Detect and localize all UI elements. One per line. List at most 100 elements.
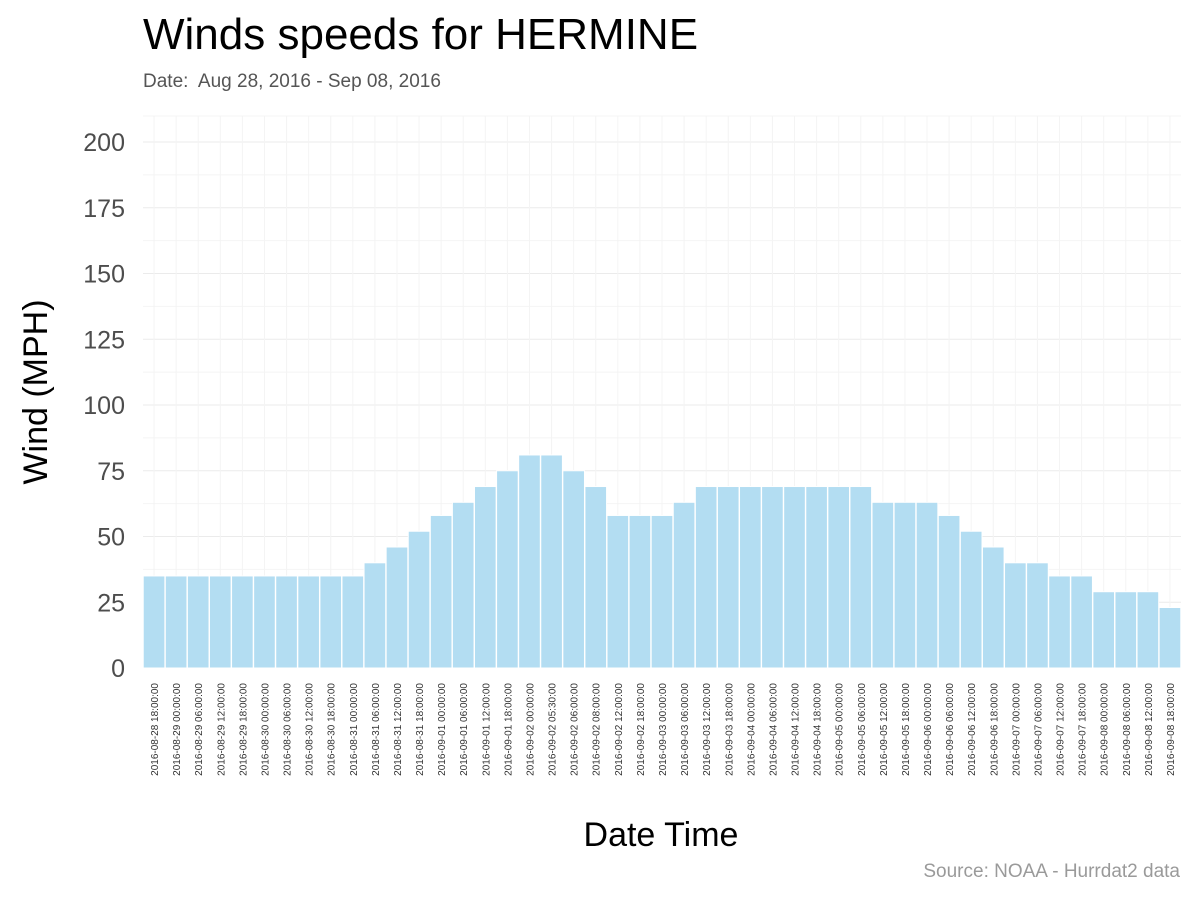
x-tick-label: 2016-09-01 00:00:00 bbox=[437, 683, 448, 776]
bar bbox=[739, 486, 762, 669]
x-tick-label: 2016-09-08 12:00:00 bbox=[1144, 683, 1155, 776]
x-tick-label: 2016-09-08 06:00:00 bbox=[1122, 683, 1133, 776]
bar bbox=[1136, 591, 1160, 669]
bar bbox=[562, 470, 585, 669]
bar bbox=[1070, 575, 1093, 669]
x-tick-label: 2016-09-08 18:00:00 bbox=[1166, 683, 1177, 776]
bar bbox=[871, 501, 895, 669]
bar bbox=[761, 486, 784, 669]
x-tick-label: 2016-08-30 18:00:00 bbox=[327, 683, 338, 776]
bar bbox=[805, 486, 828, 669]
x-tick-label: 2016-08-31 00:00:00 bbox=[349, 683, 360, 776]
bar bbox=[1004, 562, 1027, 669]
x-tick-label: 2016-08-30 06:00:00 bbox=[283, 683, 294, 776]
x-tick-label: 2016-09-01 12:00:00 bbox=[481, 683, 492, 776]
x-tick-label: 2016-08-28 18:00:00 bbox=[150, 683, 161, 776]
x-axis-label: Date Time bbox=[584, 816, 739, 854]
x-tick-label: 2016-09-04 12:00:00 bbox=[791, 683, 802, 776]
bar bbox=[849, 486, 873, 669]
bar bbox=[937, 514, 961, 669]
x-tick-label: 2016-09-07 06:00:00 bbox=[1033, 683, 1044, 776]
x-tick-label: 2016-09-05 00:00:00 bbox=[835, 683, 846, 776]
x-tick-label: 2016-09-01 18:00:00 bbox=[503, 683, 514, 776]
y-tick-label: 75 bbox=[97, 458, 125, 486]
y-tick-label: 100 bbox=[83, 392, 125, 420]
bar bbox=[231, 575, 254, 669]
y-tick-label: 150 bbox=[83, 261, 125, 289]
bar bbox=[407, 530, 431, 669]
bar bbox=[827, 486, 851, 669]
bar bbox=[496, 470, 519, 669]
bar bbox=[363, 562, 387, 669]
bar bbox=[694, 486, 718, 669]
x-tick-label: 2016-09-02 06:00:00 bbox=[570, 683, 581, 776]
x-tick-label: 2016-09-03 12:00:00 bbox=[702, 683, 713, 776]
bar bbox=[319, 575, 343, 669]
chart-subtitle: Date: Aug 28, 2016 - Sep 08, 2016 bbox=[143, 71, 441, 92]
x-tick-label: 2016-09-02 08:00:00 bbox=[592, 683, 603, 776]
bar bbox=[893, 501, 917, 669]
y-tick-label: 175 bbox=[83, 195, 125, 223]
x-tick-label: 2016-08-29 00:00:00 bbox=[172, 683, 183, 776]
bar bbox=[1026, 562, 1049, 669]
bar bbox=[1158, 607, 1182, 669]
bar bbox=[142, 575, 166, 669]
x-tick-label: 2016-08-31 12:00:00 bbox=[393, 683, 404, 776]
x-tick-label: 2016-09-07 00:00:00 bbox=[1011, 683, 1022, 776]
x-tick-label: 2016-08-31 18:00:00 bbox=[415, 683, 426, 776]
bar bbox=[297, 575, 320, 669]
x-tick-label: 2016-09-04 06:00:00 bbox=[768, 683, 779, 776]
bar bbox=[1092, 591, 1116, 669]
bar bbox=[981, 546, 1005, 669]
x-tick-label: 2016-09-07 18:00:00 bbox=[1078, 683, 1089, 776]
bar bbox=[650, 514, 674, 669]
y-axis-label: Wind (MPH) bbox=[17, 299, 55, 484]
bar bbox=[606, 514, 630, 669]
x-tick-label: 2016-08-30 00:00:00 bbox=[260, 683, 271, 776]
bar bbox=[959, 530, 983, 669]
y-tick-label: 25 bbox=[97, 589, 125, 617]
x-tick-label: 2016-09-03 00:00:00 bbox=[658, 683, 669, 776]
bar bbox=[253, 575, 276, 669]
x-tick-label: 2016-08-29 06:00:00 bbox=[194, 683, 205, 776]
bar bbox=[164, 575, 188, 669]
bar bbox=[540, 454, 563, 669]
x-tick-label: 2016-09-02 18:00:00 bbox=[636, 683, 647, 776]
x-tick-label: 2016-08-29 12:00:00 bbox=[216, 683, 227, 776]
x-tick-label: 2016-09-04 18:00:00 bbox=[813, 683, 824, 776]
bars bbox=[142, 454, 1182, 669]
x-tick-label: 2016-09-01 06:00:00 bbox=[459, 683, 470, 776]
bar bbox=[518, 454, 541, 669]
bar bbox=[1114, 591, 1138, 669]
x-tick-label: 2016-08-31 06:00:00 bbox=[371, 683, 382, 776]
x-tick-label: 2016-08-29 18:00:00 bbox=[238, 683, 249, 776]
bar bbox=[915, 501, 939, 669]
y-tick-label: 125 bbox=[83, 326, 125, 354]
x-tick-label: 2016-09-06 00:00:00 bbox=[923, 683, 934, 776]
x-tick-label: 2016-09-02 12:00:00 bbox=[614, 683, 625, 776]
bar bbox=[716, 486, 740, 669]
bar bbox=[783, 486, 806, 669]
bar bbox=[473, 486, 497, 669]
y-tick-label: 0 bbox=[111, 655, 125, 683]
bar bbox=[385, 546, 409, 669]
x-tick-label: 2016-09-05 06:00:00 bbox=[857, 683, 868, 776]
y-tick-label: 50 bbox=[97, 524, 125, 552]
x-tick-label: 2016-09-02 05:30:00 bbox=[548, 683, 559, 776]
bar bbox=[672, 501, 696, 669]
bar bbox=[275, 575, 298, 669]
x-tick-label: 2016-09-06 18:00:00 bbox=[989, 683, 1000, 776]
x-tick-label: 2016-09-05 12:00:00 bbox=[879, 683, 890, 776]
bar bbox=[628, 514, 652, 669]
bar bbox=[584, 486, 608, 669]
x-axis-ticks: 2016-08-28 18:00:00 2016-08-29 00:00:00 20… bbox=[150, 683, 1177, 776]
bar bbox=[341, 575, 365, 669]
x-tick-label: 2016-09-03 06:00:00 bbox=[680, 683, 691, 776]
bar bbox=[451, 501, 475, 669]
x-tick-label: 2016-08-30 12:00:00 bbox=[305, 683, 316, 776]
y-tick-label: 200 bbox=[83, 129, 125, 157]
chart-caption: Source: NOAA - Hurrdat2 data bbox=[923, 861, 1180, 882]
x-tick-label: 2016-09-06 12:00:00 bbox=[967, 683, 978, 776]
x-tick-label: 2016-09-05 18:00:00 bbox=[901, 683, 912, 776]
